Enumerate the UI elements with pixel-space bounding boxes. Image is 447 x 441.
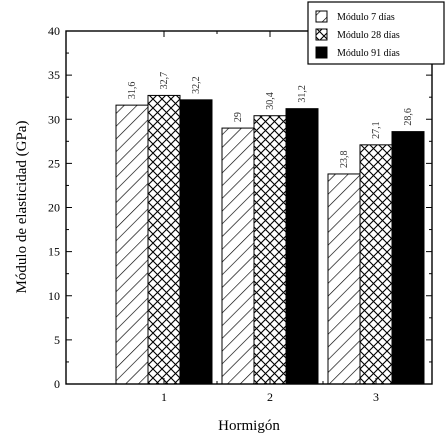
legend-box (307, 1, 445, 65)
data-label: 31,6 (127, 82, 138, 100)
legend-swatch-1 (315, 10, 328, 23)
data-label: 28,6 (403, 108, 414, 126)
bar-1-3 (327, 173, 361, 385)
legend-label-1: Módulo 7 días (337, 12, 395, 23)
data-label: 32,7 (159, 72, 170, 90)
y-tick-label: 30 (48, 112, 60, 126)
bar-1-2 (221, 127, 255, 385)
bar-2-3 (359, 144, 393, 385)
bar-1-1 (115, 104, 149, 385)
legend: Módulo 7 días Módulo 28 días Módulo 91 día… (307, 1, 445, 65)
data-label: 23,8 (339, 150, 350, 168)
data-label: 30,4 (265, 92, 276, 110)
data-label: 32,2 (191, 76, 202, 94)
data-label: 31,2 (297, 85, 308, 103)
x-tick-label: 1 (161, 390, 167, 404)
legend-label-2: Módulo 28 días (337, 30, 400, 41)
legend-swatch-3 (315, 46, 328, 59)
legend-swatch-2 (315, 28, 328, 41)
x-axis-title: Hormigón (218, 418, 280, 434)
y-tick-label: 25 (48, 156, 60, 170)
y-tick-label: 40 (48, 24, 60, 38)
bar-2-2 (253, 115, 287, 385)
legend-label-3: Módulo 91 días (337, 48, 400, 59)
bar-2-1 (147, 94, 181, 385)
y-tick-label: 0 (54, 377, 60, 391)
bar-3-2 (285, 108, 319, 385)
x-tick-label: 3 (373, 390, 379, 404)
x-tick-label: 2 (267, 390, 273, 404)
y-tick-label: 20 (48, 201, 60, 215)
y-tick-label: 35 (48, 68, 60, 82)
plot-area: 31,6 29 23,8 32,7 30,4 27,1 32,2 31,2 28,6 0 5 10 15… (14, 24, 433, 434)
bar-3-1 (179, 99, 213, 385)
bar-3-3 (391, 131, 425, 385)
y-axis-title: Módulo de elasticidad (GPa) (14, 121, 30, 294)
y-tick-label: 10 (48, 289, 60, 303)
y-tick-label: 15 (48, 245, 60, 259)
y-tick-label: 5 (54, 333, 60, 347)
data-label: 27,1 (371, 121, 382, 139)
data-label: 29 (233, 112, 244, 122)
